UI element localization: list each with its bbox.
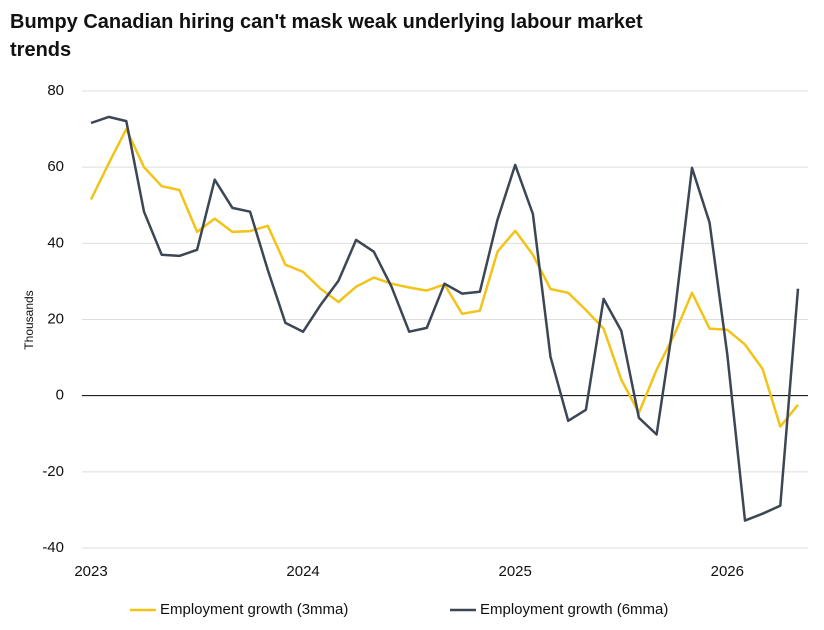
y-tick-label: 60 bbox=[47, 158, 64, 175]
y-tick-label: -20 bbox=[42, 463, 64, 480]
series-line bbox=[90, 115, 800, 522]
y-tick-label: 20 bbox=[47, 310, 64, 327]
y-axis-label: Thousands bbox=[22, 290, 36, 349]
legend-label: Employment growth (3mma) bbox=[160, 601, 348, 618]
x-tick-label: 2024 bbox=[286, 563, 319, 580]
legend-label: Employment growth (6mma) bbox=[480, 601, 668, 618]
x-tick-label: 2025 bbox=[499, 563, 532, 580]
y-tick-label: 80 bbox=[47, 82, 64, 99]
x-tick-label: 2023 bbox=[74, 563, 107, 580]
chart-title: Bumpy Canadian hiring can't mask weak un… bbox=[10, 11, 643, 61]
y-tick-label: 40 bbox=[47, 234, 64, 251]
x-tick-label: 2026 bbox=[711, 563, 744, 580]
y-tick-label: -40 bbox=[42, 539, 64, 556]
y-tick-label: 0 bbox=[56, 387, 64, 404]
